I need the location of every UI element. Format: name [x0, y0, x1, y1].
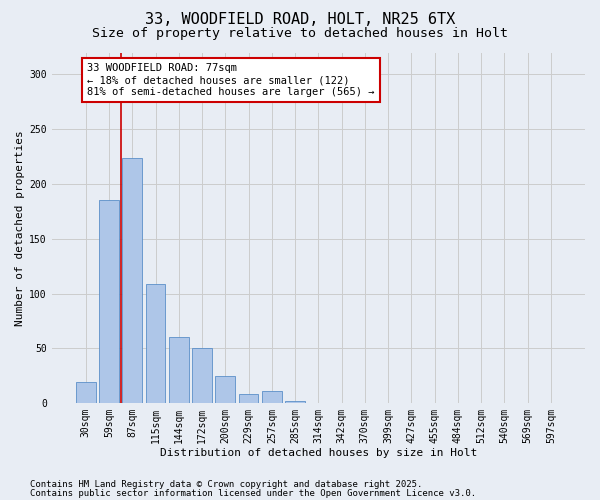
Text: Contains HM Land Registry data © Crown copyright and database right 2025.: Contains HM Land Registry data © Crown c…	[30, 480, 422, 489]
Y-axis label: Number of detached properties: Number of detached properties	[15, 130, 25, 326]
Text: 33 WOODFIELD ROAD: 77sqm
← 18% of detached houses are smaller (122)
81% of semi-: 33 WOODFIELD ROAD: 77sqm ← 18% of detach…	[87, 64, 374, 96]
Text: Size of property relative to detached houses in Holt: Size of property relative to detached ho…	[92, 28, 508, 40]
Bar	[192, 348, 212, 403]
Bar	[99, 200, 119, 403]
Text: 33, WOODFIELD ROAD, HOLT, NR25 6TX: 33, WOODFIELD ROAD, HOLT, NR25 6TX	[145, 12, 455, 28]
Bar	[122, 158, 142, 403]
Bar	[215, 376, 235, 403]
Text: Contains public sector information licensed under the Open Government Licence v3: Contains public sector information licen…	[30, 488, 476, 498]
Bar	[76, 382, 95, 403]
Bar	[239, 394, 259, 403]
Bar	[262, 391, 282, 403]
X-axis label: Distribution of detached houses by size in Holt: Distribution of detached houses by size …	[160, 448, 477, 458]
Bar	[146, 284, 166, 403]
Bar	[285, 401, 305, 403]
Bar	[169, 338, 188, 403]
